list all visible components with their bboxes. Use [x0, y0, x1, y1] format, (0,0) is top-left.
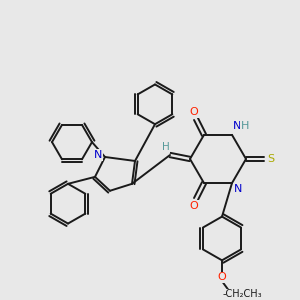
- Text: O: O: [218, 272, 226, 282]
- Text: H: H: [162, 142, 170, 152]
- Text: N: N: [234, 184, 242, 194]
- Text: O: O: [190, 107, 198, 117]
- Text: N: N: [94, 150, 102, 160]
- Text: N: N: [233, 121, 241, 131]
- Text: O: O: [190, 201, 198, 211]
- Text: -CH₂CH₃: -CH₂CH₃: [222, 289, 262, 299]
- Text: S: S: [267, 154, 274, 164]
- Text: H: H: [241, 121, 249, 131]
